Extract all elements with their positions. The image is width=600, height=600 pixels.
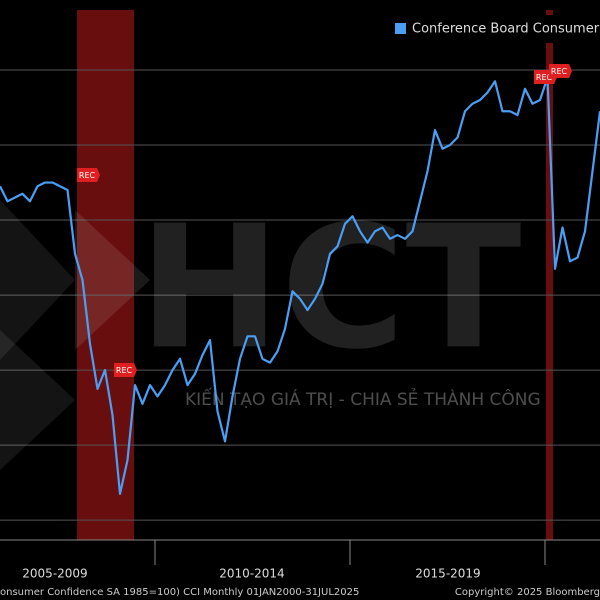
rec-flag <box>77 168 100 182</box>
watermark-logo <box>75 210 150 350</box>
watermark: HCT <box>139 189 522 387</box>
series-line <box>0 76 600 495</box>
annotation: REC <box>536 73 553 82</box>
copyright: Copyright© 2025 Bloomberg <box>455 587 600 598</box>
watermark-slogan: KIẾN TẠO GIÁ TRỊ - CHIA SẺ THÀNH CÔNG <box>185 386 541 410</box>
watermark-logo <box>0 330 75 470</box>
rec-flag <box>114 363 137 377</box>
recession-band <box>546 10 553 540</box>
x-period-label: 2005-2009 <box>22 567 87 581</box>
x-period-label: 2015-2019 <box>415 567 480 581</box>
rec-flag <box>549 64 572 78</box>
annotation: REC <box>551 67 568 76</box>
footer: onsumer Confidence SA 1985=100) CCI Mont… <box>0 587 359 598</box>
grid <box>0 69 600 521</box>
legend <box>386 15 600 43</box>
rec-flags: REC REC REC REC <box>77 64 572 377</box>
annotation: REC <box>116 366 133 375</box>
legend-label: Conference Board Consumer <box>412 22 600 37</box>
recession-bands <box>77 10 553 540</box>
x-period-label: 2010-2014 <box>219 567 284 581</box>
watermark-logo <box>0 200 75 360</box>
legend-swatch <box>395 23 406 34</box>
annotation: REC <box>79 171 96 180</box>
recession-band <box>77 10 134 540</box>
plot <box>0 76 600 495</box>
